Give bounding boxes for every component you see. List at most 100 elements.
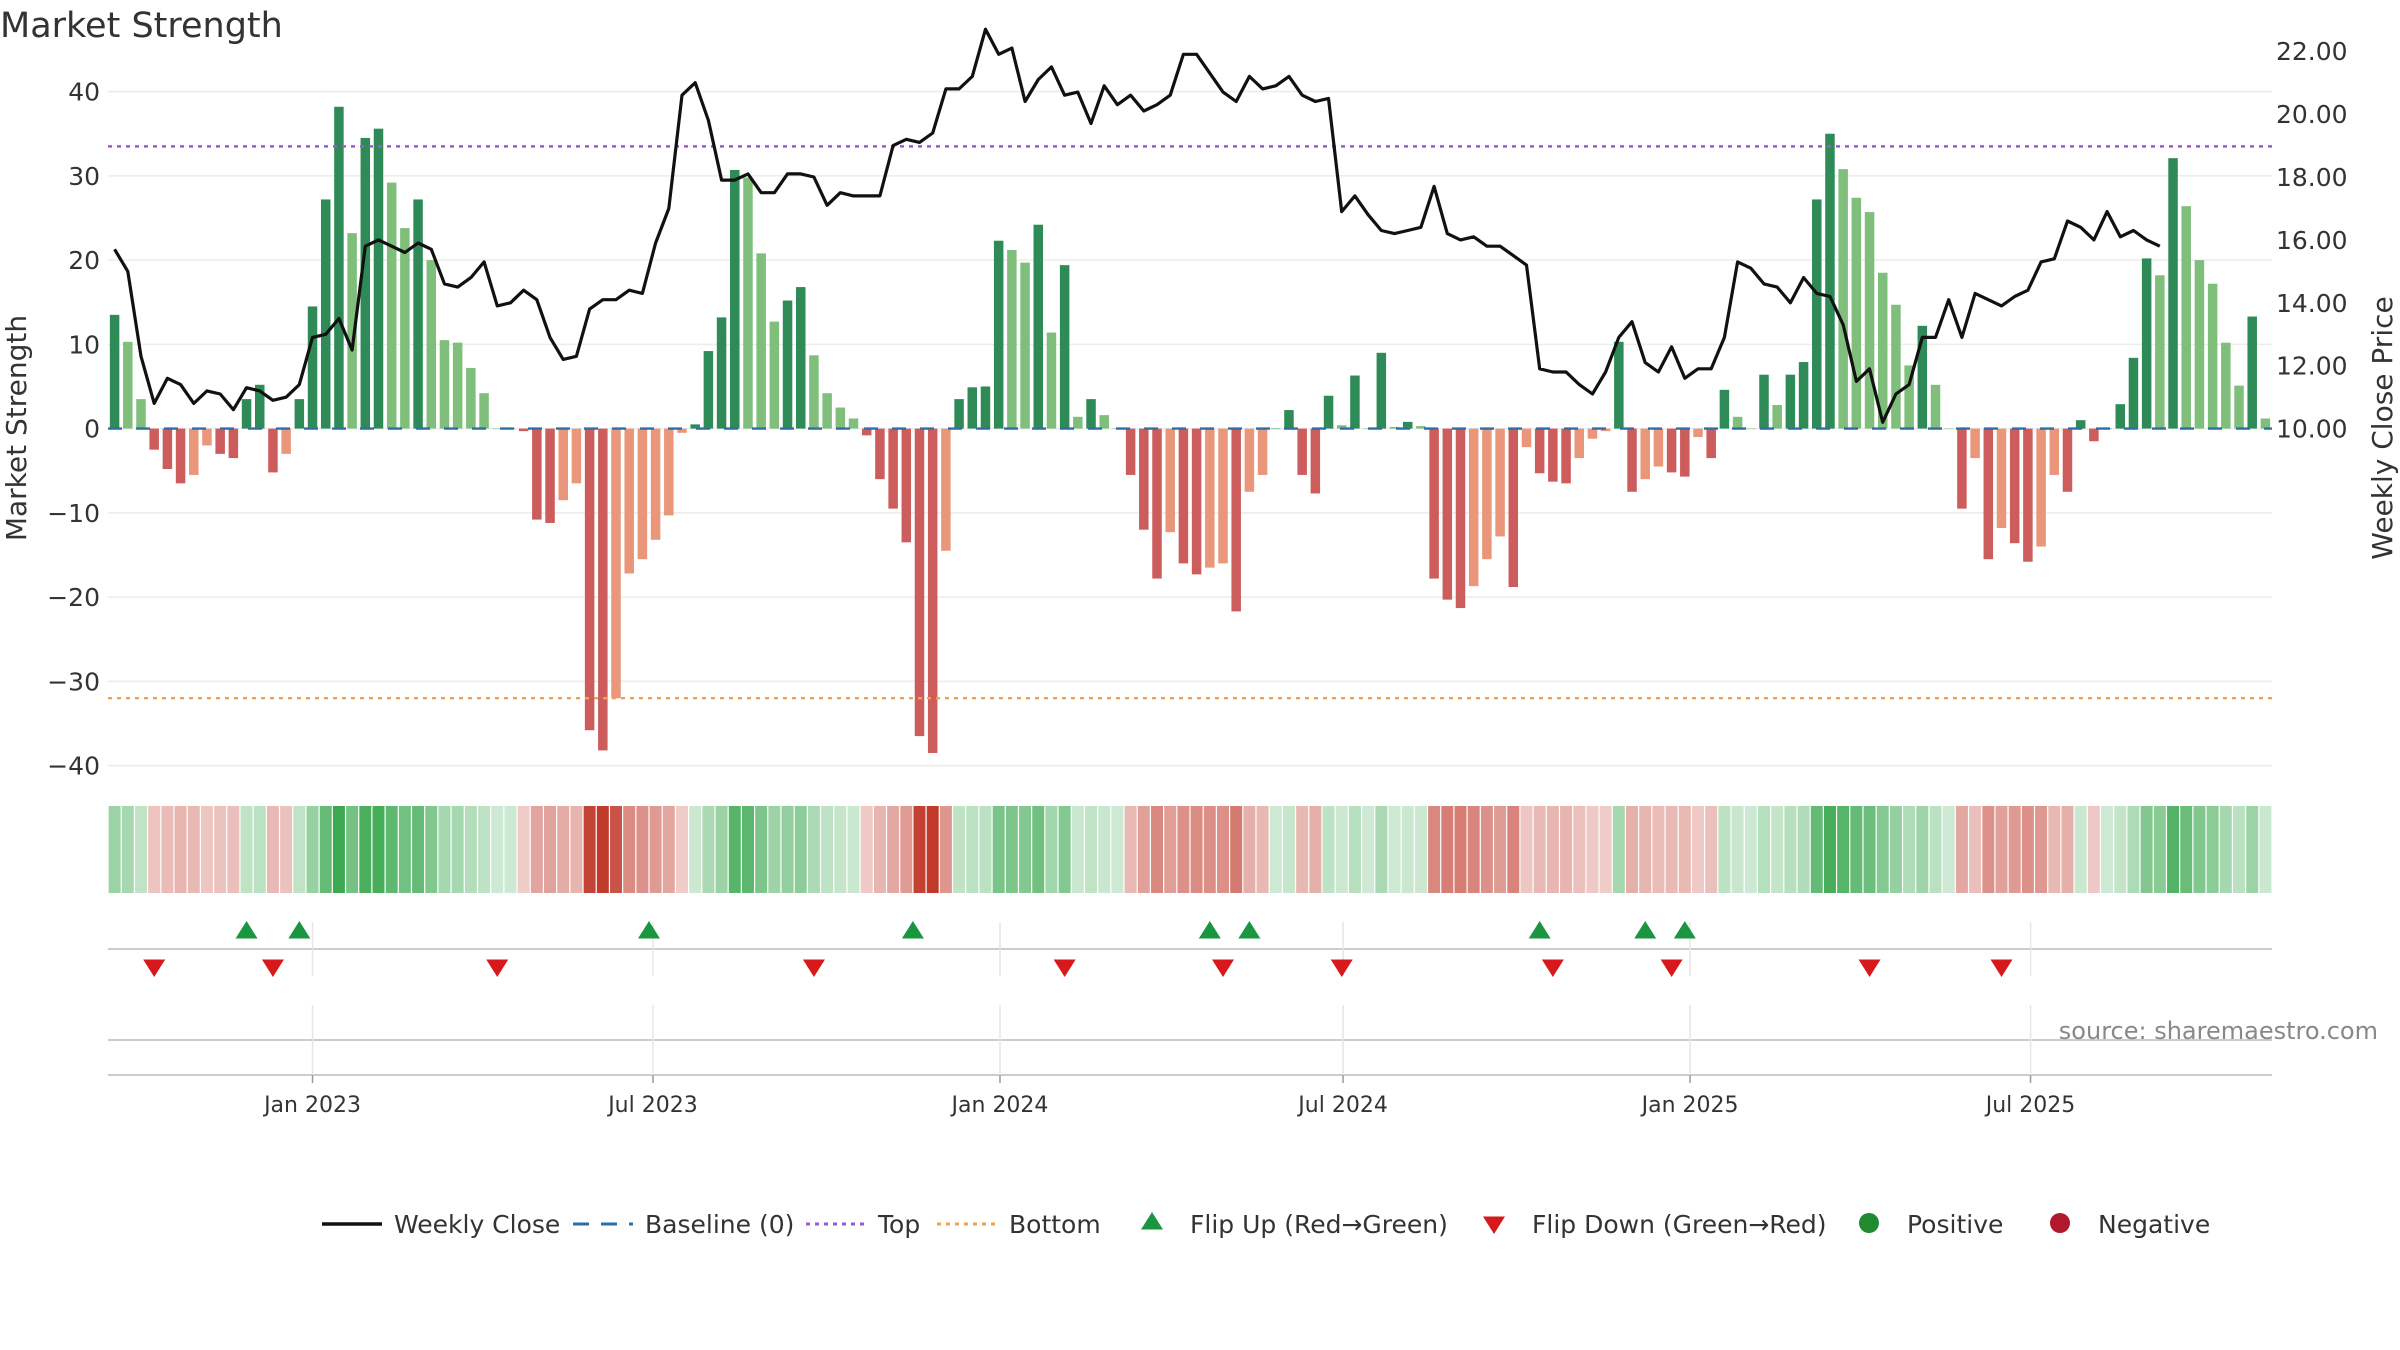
heat-cell [2101,806,2114,893]
heat-cell [1309,806,1322,893]
strength-bar [1336,425,1347,429]
strength-bar [1297,428,1307,475]
heat-cell [1335,806,1348,893]
strength-bar [1825,133,1835,429]
heat-cell [1823,806,1836,893]
heat-cell [1362,806,1375,893]
heat-cell [1612,806,1625,893]
heat-cell [2246,806,2259,893]
chart-title: Market Strength [0,6,283,46]
heat-cell [1375,806,1388,893]
strength-bar [1455,428,1466,609]
strength-bar [1231,428,1241,612]
heat-cell [728,806,741,893]
strength-bar [1429,428,1439,579]
heat-cell [860,806,873,893]
strength-bar [1838,169,1848,429]
legend-swatch-circle-icon [2050,1213,2070,1233]
strength-bar [1323,395,1334,429]
strength-bar [1732,416,1743,429]
strength-bar [1798,362,1809,429]
strength-bar [320,199,331,429]
left-axis-ticks: 40 30 20 10 0 −10 −20 −30 −40 [47,78,100,781]
heat-cell [504,806,517,893]
legend-label: Flip Down (Green→Red) [1532,1210,1827,1239]
heat-cell [1599,806,1612,893]
strength-bar [123,341,133,429]
heat-cell [1771,806,1784,893]
strength-bar [927,428,938,753]
heat-cell [939,806,952,893]
heat-cell [1995,806,2008,893]
flip-down-marker [802,959,825,977]
strength-bar [1891,304,1901,429]
strength-bar [1759,374,1769,429]
strength-bar [1812,199,1822,429]
strength-bar [1574,428,1585,459]
strength-bar [1666,428,1677,473]
heat-cell [926,806,939,893]
flip-down-marker [261,959,284,977]
heat-cell [821,806,834,893]
heat-cell [1071,806,1084,893]
legend-label: Positive [1907,1210,2003,1239]
strength-bar [2247,316,2257,429]
strength-bar [1244,428,1255,492]
heat-cell [227,806,240,893]
heat-cell [2087,806,2100,893]
strength-bar [2207,283,2218,429]
heat-cell [240,806,253,893]
strength-bar [1864,212,1875,429]
heat-cell [2140,806,2153,893]
heat-cell [1546,806,1559,893]
strength-bar [743,177,753,429]
heat-cell [1190,806,1203,893]
strength-bar [1640,428,1650,480]
legend-item: Positive [1859,1210,2003,1239]
strength-bar [215,428,225,454]
strength-bar [795,287,806,429]
strength-bar [664,428,674,516]
strength-bar [1746,428,1756,430]
heat-cell [1058,806,1071,893]
x-tick-label: Jan 2024 [950,1093,1049,1118]
strength-bar [1600,428,1611,432]
strength-heat-strip [108,806,2272,893]
heat-cell [1731,806,1744,893]
y-left-tick-label: −10 [47,499,100,528]
strength-bar [2075,420,2086,429]
strength-bar [439,340,450,429]
strength-bar [1073,416,1083,429]
heat-cell [1151,806,1164,893]
right-axis-ticks: 24.00 22.00 20.00 18.00 16.00 14.00 12.00 10.00 [2276,0,2348,444]
y-right-tick-label: 14.00 [2276,289,2348,318]
heat-cell [913,806,926,893]
heat-cell [2008,806,2021,893]
heat-cell [1889,806,1902,893]
heat-cell [966,806,979,893]
strength-bar [162,428,173,470]
heat-cell [1718,806,1731,893]
strength-bar [360,137,371,429]
strength-bar [980,386,991,429]
heat-cell [834,806,847,893]
heat-cell [478,806,491,893]
strength-bar [650,428,661,540]
heat-cell [649,806,662,893]
strength-bar [1521,428,1532,448]
heat-cell [491,806,504,893]
strength-bar [571,428,582,484]
heat-cell [134,806,147,893]
strength-bar [426,260,437,429]
heat-cell [1230,806,1243,893]
strength-bar [1271,428,1281,430]
strength-bar [400,228,410,429]
strength-bar [1310,428,1321,494]
strength-bar [1508,428,1519,587]
y-right-tick-label: 20.00 [2276,100,2348,129]
heat-cell [715,806,728,893]
strength-bar [1561,428,1571,484]
strength-bar [769,321,780,429]
strength-bar [1033,224,1044,429]
flip-down-marker [486,959,509,977]
